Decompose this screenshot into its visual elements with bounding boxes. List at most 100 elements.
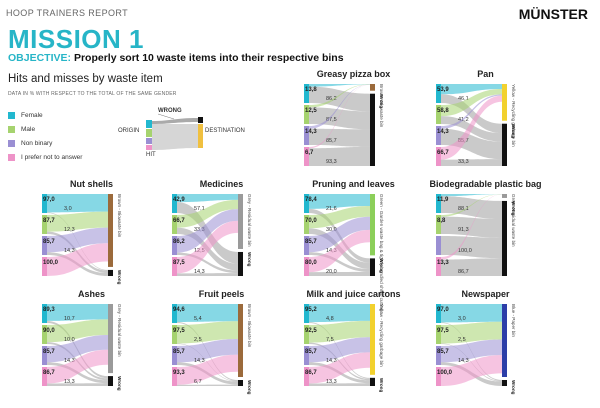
wrong-flow [441, 236, 502, 259]
hit-flow [441, 194, 502, 260]
bin-label: Brown - Biowaste bin [247, 304, 252, 348]
wrong-value: 88,1 [458, 206, 469, 212]
guide-origin-label: ORIGIN [118, 128, 140, 134]
chart-title: Milk and juice cartons [306, 289, 400, 299]
wrong-axis-label: Wrong [511, 380, 516, 395]
hit-flow [177, 354, 238, 385]
bin-label: Brown - Biowaste bin [117, 194, 122, 238]
section-title: Hits and misses by waste item [8, 73, 163, 85]
bin-label: Brown - Biowaste bin [379, 84, 384, 128]
hit-value: 8,8 [437, 218, 446, 224]
wrong-node [370, 93, 375, 166]
origin-node [304, 84, 309, 103]
origin-node [172, 236, 177, 255]
hit-flow [309, 194, 370, 209]
hit-value: 94,6 [173, 307, 185, 313]
origin-node [172, 257, 177, 276]
legend-label: Non binary [21, 139, 53, 147]
guide-hit-label: HIT [146, 152, 156, 158]
wrong-node [238, 380, 243, 386]
origin-node [304, 147, 309, 166]
chart-title: Fruit peels [199, 289, 245, 299]
hit-flow [309, 304, 370, 323]
origin-node [42, 194, 47, 213]
wrong-axis-label: Wrong [117, 270, 122, 285]
hit-flow [441, 339, 502, 363]
origin-node [172, 325, 177, 344]
hit-flow [309, 320, 370, 343]
bin-node [108, 194, 113, 267]
wrong-node [502, 123, 507, 166]
origin-node [304, 325, 309, 344]
bin-label: Yellow - Recycling garbage bin [379, 304, 384, 367]
origin-node [172, 215, 177, 234]
hit-flow [441, 95, 502, 160]
wrong-node [238, 251, 243, 276]
origin-node [304, 367, 309, 386]
bin-label: Grey - Residual waste bin [117, 304, 122, 357]
bin-node [238, 304, 243, 377]
wrong-flow [309, 271, 370, 276]
wrong-value: 86,7 [458, 269, 469, 275]
origin-node [304, 126, 309, 145]
hit-flow [177, 199, 238, 228]
origin-node [304, 236, 309, 255]
wrong-axis-label: Wrong [379, 94, 384, 109]
hit-value: 87,7 [43, 218, 55, 224]
hit-value: 42,9 [173, 197, 185, 203]
origin-node [304, 194, 309, 213]
hit-value: 97,5 [437, 328, 449, 334]
guide-diagram [146, 113, 203, 150]
hit-flow [441, 194, 502, 217]
wrong-node [502, 200, 507, 276]
sankey-chart: Biodegradable plastic bag 11,9 88,1 8,8 91,3… [429, 179, 542, 276]
hit-flow [47, 319, 108, 343]
legend-swatch [8, 153, 15, 161]
hit-value: 13,3 [437, 260, 449, 266]
origin-node [436, 215, 441, 234]
hit-flow [309, 84, 370, 149]
wrong-flow [309, 252, 370, 272]
section-subtitle: DATA IN % WITH RESPECT TO THE TOTAL OF T… [8, 91, 177, 97]
origin-node [304, 346, 309, 365]
hit-value: 86,7 [305, 370, 317, 376]
hit-value: 70,0 [305, 218, 317, 224]
wrong-value: 7,5 [326, 337, 334, 343]
mission-title: MISSION 1 [8, 24, 144, 54]
wrong-flow [441, 258, 502, 276]
origin-node [436, 126, 441, 145]
hit-flow [441, 84, 502, 95]
hit-flow [441, 88, 502, 117]
legend-swatch [8, 125, 15, 133]
wrong-flow [177, 252, 238, 274]
wrong-node [108, 376, 113, 386]
wrong-value: 14,3 [64, 248, 75, 254]
objective-text: Properly sort 10 waste items into their … [73, 52, 344, 64]
wrong-axis-label: Wrong [511, 201, 516, 216]
wrong-node [370, 258, 375, 276]
hit-value: 80,0 [305, 260, 317, 266]
wrong-node [108, 269, 113, 276]
origin-node [172, 304, 177, 323]
sankey-chart: Newspaper 97,0 3,0 97,5 2,5 85,7 14,3 100,0 Blue… [436, 289, 516, 395]
origin-node [42, 236, 47, 255]
origin-node [304, 304, 309, 323]
hit-value: 97,0 [43, 197, 55, 203]
hit-value: 12,5 [305, 108, 317, 114]
legend-swatch [8, 111, 15, 119]
origin-node [436, 257, 441, 276]
wrong-value: 100,0 [458, 248, 472, 254]
hit-value: 100,0 [437, 370, 453, 376]
sankey-chart: Fruit peels 94,6 5,4 97,5 2,5 85,7 14,3 93,3 6,7… [172, 289, 252, 395]
origin-node [436, 346, 441, 365]
hit-value: 90,0 [43, 328, 55, 334]
guide-destination-label: DESTINATION [205, 128, 245, 134]
legend-swatch [8, 139, 15, 147]
origin-node [436, 147, 441, 166]
hit-value: 86,2 [173, 239, 185, 245]
wrong-value: 14,3 [194, 358, 205, 364]
hit-flow [309, 84, 370, 129]
bin-node [370, 304, 375, 375]
hit-value: 6,7 [305, 150, 314, 156]
wrong-value: 13,3 [64, 379, 75, 385]
